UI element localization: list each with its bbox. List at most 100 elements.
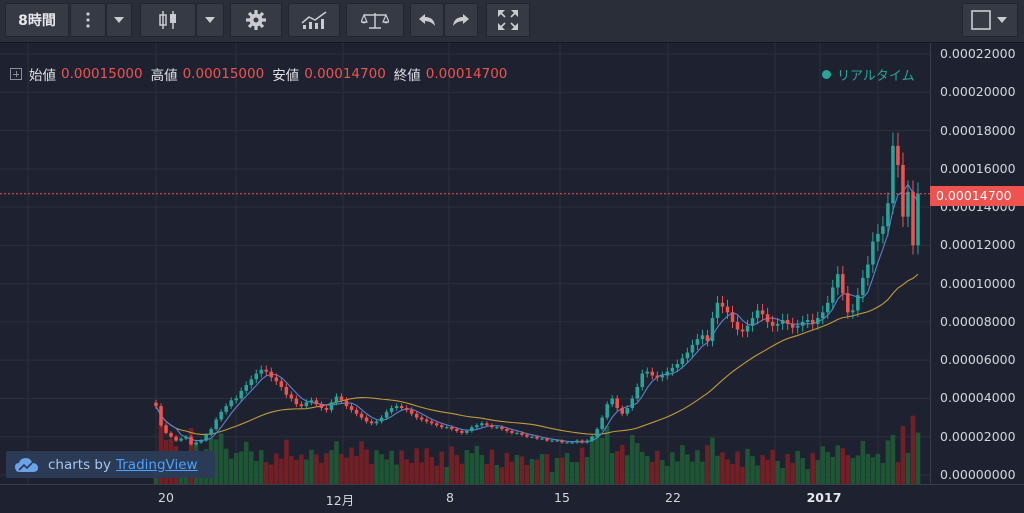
- candle-body: [304, 402, 309, 407]
- candle-body: [800, 321, 805, 326]
- compare-button[interactable]: [346, 3, 404, 37]
- candle-body: [856, 295, 860, 311]
- style-dropdown-button[interactable]: [196, 3, 224, 37]
- volume-bar: [454, 455, 460, 484]
- candle-body: [560, 440, 564, 443]
- candle-body: [891, 145, 895, 204]
- volume-bar: [660, 459, 665, 484]
- candle-body: [770, 321, 775, 326]
- volume-bar: [494, 465, 500, 484]
- volume-bar: [825, 452, 831, 484]
- candle-body: [620, 408, 624, 414]
- tradingview-branding[interactable]: charts by TradingView: [6, 451, 215, 478]
- volume-bar: [449, 446, 455, 484]
- y-tick-label: 0.00012000: [940, 237, 1016, 253]
- volume-bar: [650, 461, 655, 484]
- candle-body: [871, 241, 875, 265]
- low-value: 0.00014700: [304, 66, 386, 82]
- indicators-button[interactable]: [288, 3, 340, 37]
- volume-bar: [579, 447, 585, 484]
- volume-bar: [720, 452, 725, 484]
- candle-body: [159, 406, 163, 426]
- volume-bar: [845, 455, 851, 484]
- candle-body: [219, 411, 223, 420]
- volume-bar: [394, 464, 399, 484]
- volume-bar: [269, 464, 274, 484]
- settings-button[interactable]: [230, 3, 282, 37]
- candle-body: [555, 440, 559, 442]
- volume-bar: [474, 445, 480, 484]
- chevron-down-icon: [114, 17, 124, 23]
- candle-body: [595, 429, 599, 437]
- candle-body: [164, 425, 168, 433]
- volume-bar: [554, 458, 560, 484]
- candle-body: [570, 442, 574, 444]
- fullscreen-button[interactable]: [486, 3, 530, 37]
- high-value: 0.00015000: [182, 66, 265, 82]
- volume-bar: [499, 467, 505, 484]
- time-axis[interactable]: [0, 484, 1024, 510]
- candle-body: [354, 409, 359, 414]
- candle-body: [575, 440, 579, 443]
- volume-bar: [675, 461, 680, 484]
- y-tick-label: 0.00020000: [940, 84, 1016, 100]
- candle-body: [434, 423, 439, 426]
- vertical-dots-icon: [86, 12, 90, 28]
- high-label: 高値: [150, 68, 178, 84]
- candle-body: [610, 398, 614, 405]
- volume-bar: [314, 454, 319, 484]
- volume-bar: [324, 453, 329, 484]
- candle-style-button[interactable]: [140, 3, 196, 37]
- volume-bar: [820, 446, 826, 484]
- candle-body: [455, 429, 459, 431]
- volume-bar: [254, 460, 259, 484]
- volume-bar: [559, 457, 565, 484]
- volume-bar: [534, 459, 540, 484]
- candle-body: [545, 438, 549, 441]
- interval-button[interactable]: 8時間: [5, 3, 69, 37]
- volume-bar: [655, 450, 660, 484]
- candle-body: [790, 323, 795, 328]
- ohlc-legend: 始値 0.00015000 高値 0.00015000 安値 0.0001470…: [10, 64, 515, 84]
- candle-body: [565, 442, 569, 444]
- open-value: 0.00015000: [61, 66, 143, 82]
- y-tick-label: 0.00018000: [940, 122, 1016, 138]
- low-label: 安値: [272, 68, 300, 84]
- candle-body: [289, 394, 294, 399]
- candle-body: [254, 373, 259, 380]
- undo-arrow-icon: [419, 14, 435, 26]
- volume-bar: [795, 450, 800, 484]
- chart-area[interactable]: [0, 43, 1024, 509]
- expand-plus-icon[interactable]: [10, 68, 22, 80]
- candle-body: [490, 425, 494, 428]
- undo-button[interactable]: [410, 3, 444, 37]
- candle-body: [510, 430, 514, 433]
- volume-bar: [479, 455, 485, 484]
- volume-bar: [690, 461, 695, 484]
- price-axis[interactable]: [930, 43, 1024, 484]
- candle-body: [645, 371, 650, 374]
- layout-button[interactable]: [962, 3, 1018, 37]
- candle-body: [369, 421, 374, 424]
- candle-body: [750, 318, 755, 326]
- candle-body: [625, 408, 629, 414]
- candle-body: [480, 423, 484, 426]
- candle-body: [394, 406, 399, 409]
- more-menu-button[interactable]: [70, 3, 106, 37]
- ma-fast-line: [155, 183, 919, 443]
- volume-bar: [830, 456, 836, 484]
- x-tick-label: 20: [158, 490, 174, 505]
- volume-bar: [640, 451, 645, 484]
- candle-body: [760, 310, 765, 315]
- volume-bar: [885, 440, 891, 484]
- candle-body: [259, 369, 264, 374]
- interval-dropdown-button[interactable]: [106, 3, 132, 37]
- volume-bar: [665, 466, 670, 484]
- tradingview-link[interactable]: TradingView: [115, 456, 198, 473]
- volume-bar: [645, 456, 650, 484]
- volume-bar: [800, 458, 805, 484]
- redo-button[interactable]: [444, 3, 478, 37]
- volume-bar: [915, 432, 921, 484]
- candle-body: [189, 436, 193, 445]
- volume-bar: [329, 450, 334, 484]
